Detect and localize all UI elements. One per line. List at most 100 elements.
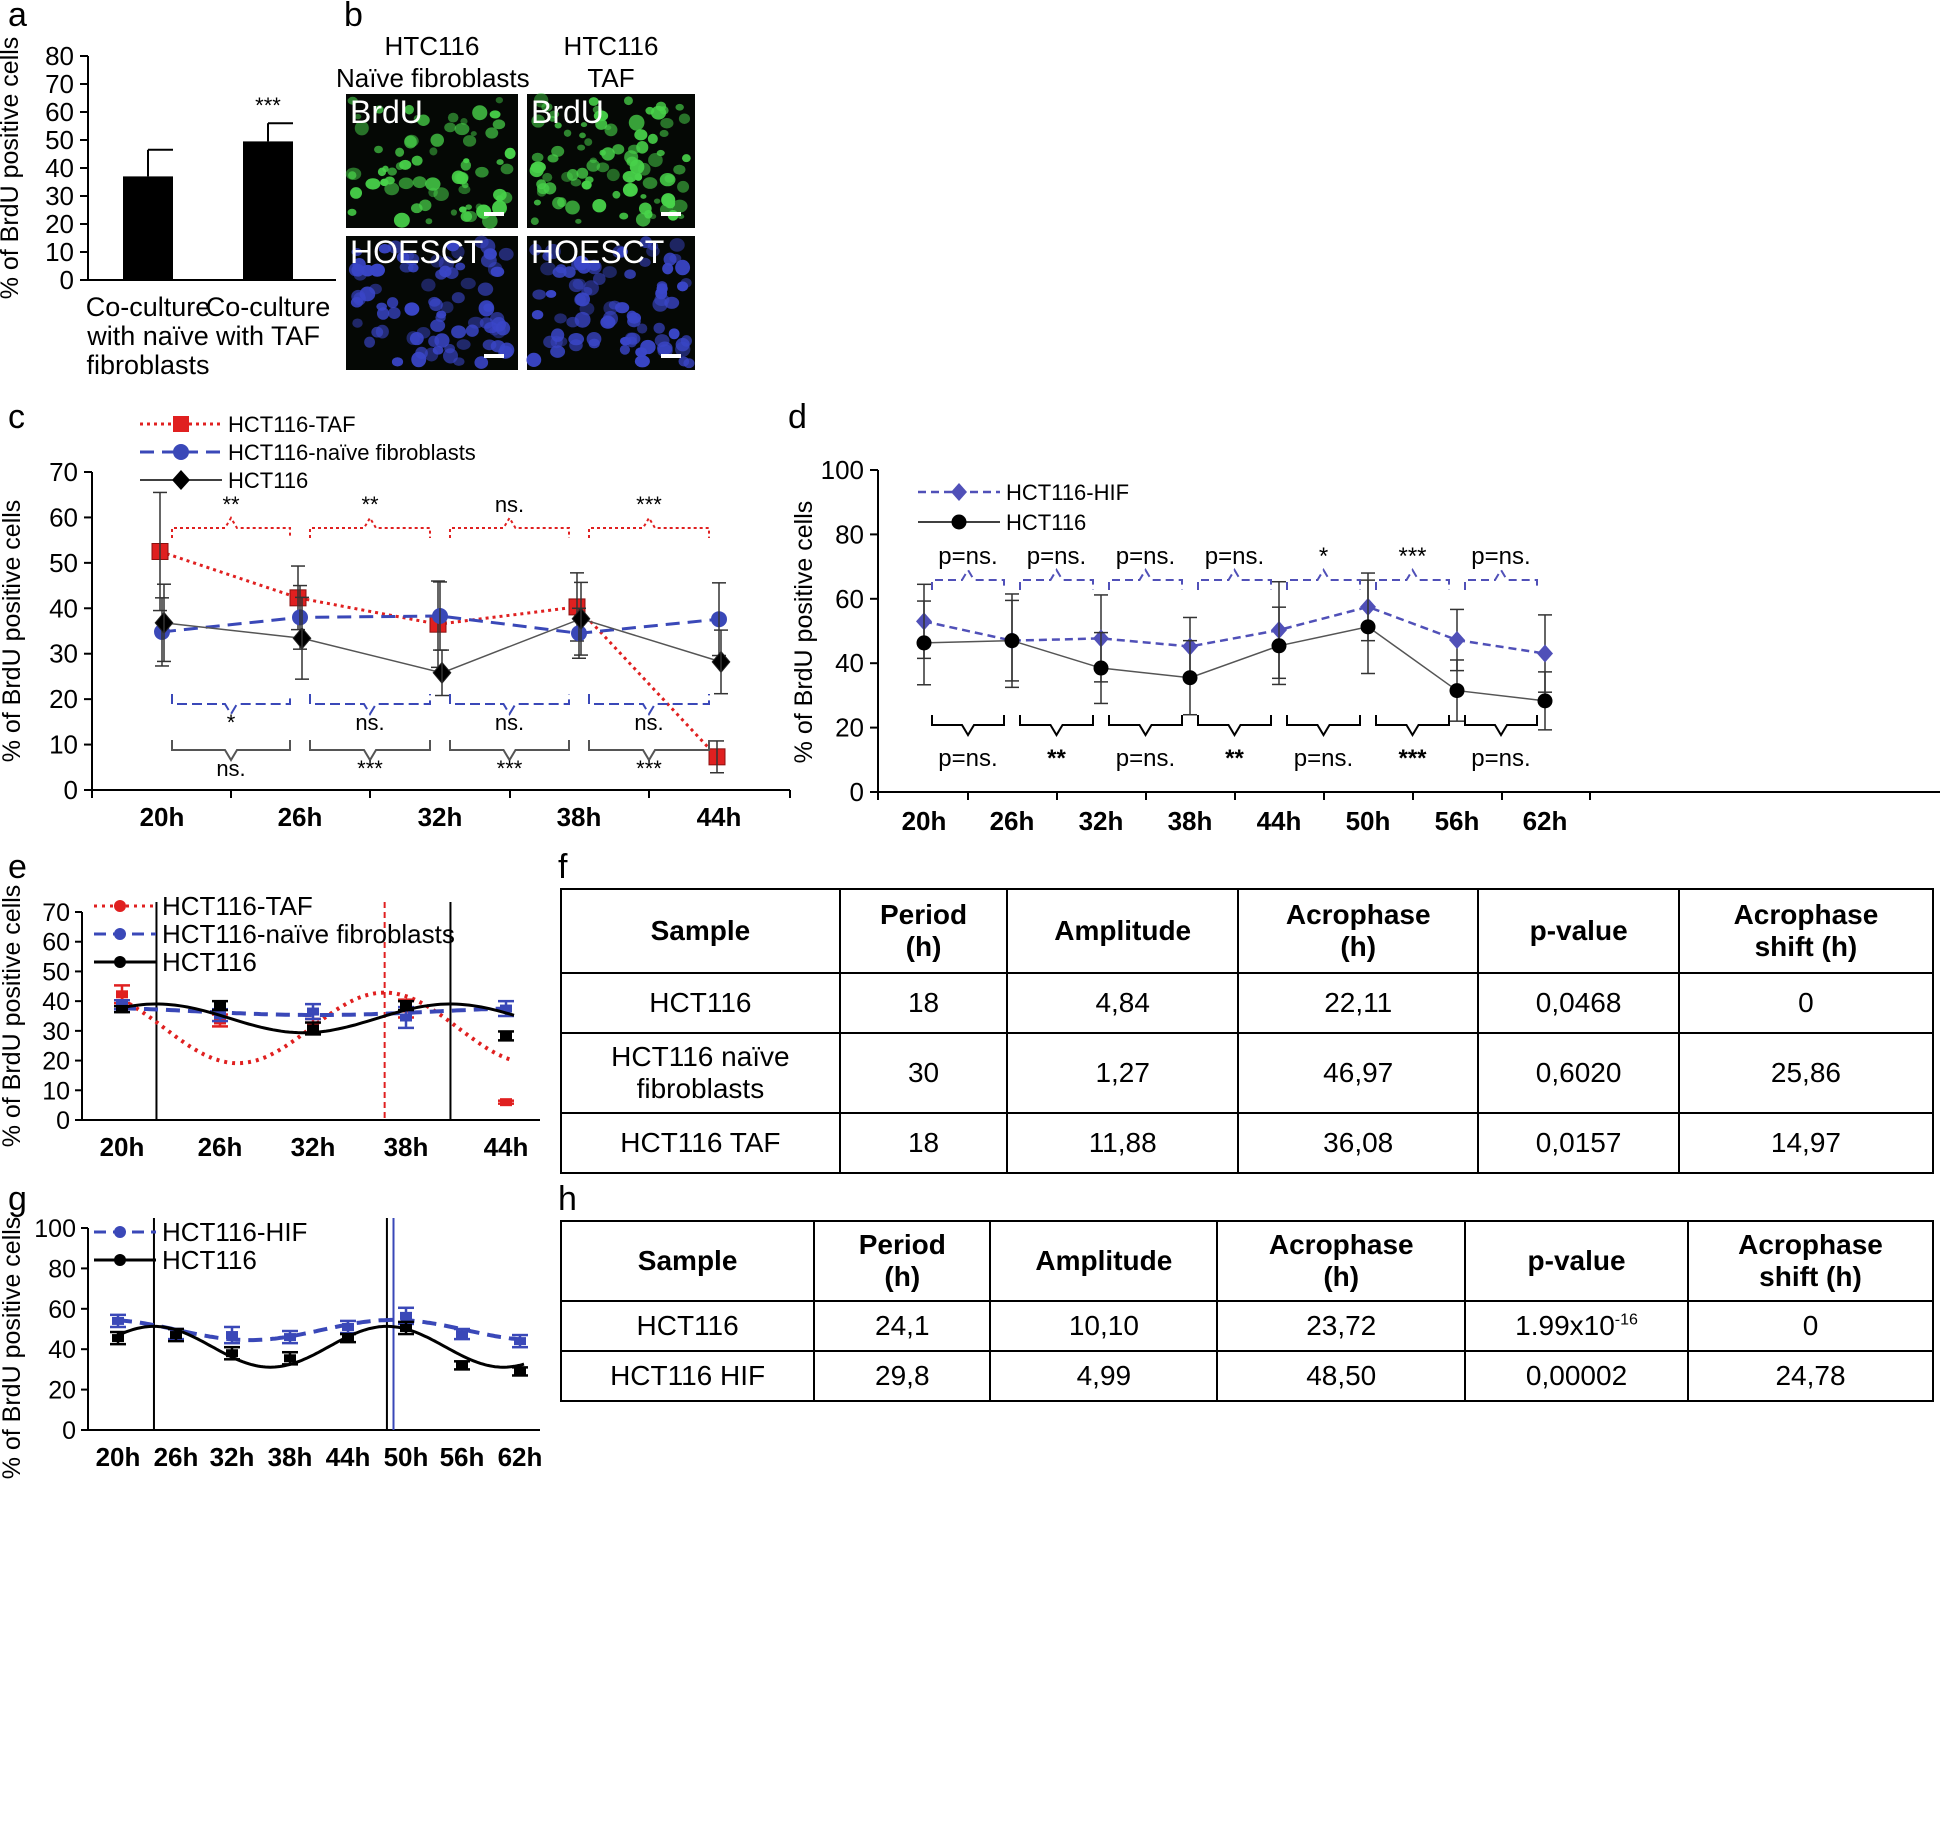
chart-g-y-tick-label: 40 [48, 1336, 76, 1364]
chart-a-y-tick-label: 50 [45, 125, 74, 155]
chart-d-bracket-top [1108, 568, 1183, 590]
chart-d-y-axis-label: % of BrdU positive cells [790, 501, 818, 764]
chart-g-x-tick-label: 44h [326, 1442, 371, 1472]
table-h-header-row: Sample Period (h) Amplitude Acrophase (h) p-va… [559, 1220, 1934, 1302]
chart-g-y-tick-label: 0 [62, 1417, 76, 1445]
table-h-header-1: Period (h) [813, 1220, 992, 1302]
chart-e-y-tick-label: 30 [42, 1018, 70, 1046]
chart-g-data-point [514, 1367, 526, 1376]
table-f-cell: 4,84 [1006, 972, 1240, 1034]
chart-c-y-tick-label: 60 [49, 502, 78, 532]
table-f-cell: 11,88 [1006, 1112, 1240, 1174]
table-f-cell: 30 [838, 1032, 1009, 1114]
chart-d-y-tick-label: 40 [835, 648, 864, 678]
table-f-cell: 22,11 [1237, 972, 1480, 1034]
chart-c-sig-bottom: *** [497, 756, 523, 781]
chart-c-y-tick-label: 70 [49, 457, 78, 487]
chart-d-bracket-bottom [1019, 715, 1094, 737]
chart-c-bracket-mid [309, 694, 431, 716]
chart-g-data-point [400, 1323, 412, 1332]
chart-e-y-tick-label: 40 [42, 988, 70, 1016]
chart-g-data-point [342, 1334, 354, 1343]
chart-a-bar [243, 141, 293, 280]
table-f-cell: 25,86 [1677, 1032, 1935, 1114]
chart-d-marker [1182, 670, 1198, 686]
chart-c-sig-bottom: ns. [216, 756, 245, 781]
chart-e-legend-marker [114, 928, 126, 940]
table-f-cell: 0,0468 [1477, 972, 1680, 1034]
chart-e-x-tick-label: 44h [484, 1132, 529, 1162]
chart-d-y-tick-label: 80 [835, 519, 864, 549]
chart-d-x-tick-label: 50h [1346, 806, 1391, 836]
chart-a-category-label: with naïve [86, 321, 209, 351]
chart-d-bracket-top [931, 568, 1005, 590]
chart-c-sig-top: ** [361, 492, 379, 517]
chart-c-sig-mid: * [227, 710, 236, 735]
chart-c-legend-label: HCT116-TAF [228, 412, 356, 437]
chart-d-bracket-top [1464, 568, 1538, 590]
chart-g-x-tick-label: 20h [96, 1442, 141, 1472]
panel-label-d: d [788, 398, 807, 436]
chart-c-y-axis-label: % of BrdU positive cells [0, 500, 26, 763]
table-f-header-row: Sample Period (h) Amplitude Acrophase (h) p-va… [560, 888, 1935, 974]
table-f-cell: 18 [838, 1112, 1009, 1174]
chart-c-legend-marker [172, 470, 190, 490]
chart-d-x-tick-label: 62h [1523, 806, 1568, 836]
micro-brdu-label-1: BrdU [350, 94, 423, 130]
chart-d-y-tick-label: 20 [835, 713, 864, 743]
chart-c-bracket-top [449, 516, 570, 538]
chart-c-sig-top: ** [222, 492, 240, 517]
chart-c-bracket-mid [449, 694, 570, 716]
chart-c-sig-mid: ns. [495, 710, 524, 735]
chart-d-y-tick-label: 0 [850, 777, 864, 807]
chart-c-bracket-bottom [171, 740, 291, 762]
chart-d-marker [916, 635, 932, 651]
chart-g-data-point [400, 1311, 412, 1320]
panel-label-f: f [558, 848, 568, 886]
table-f-cell: HCT116 [560, 972, 841, 1034]
chart-g-x-tick-label: 50h [384, 1442, 429, 1472]
table-f-header-3: Acrophase (h) [1237, 888, 1480, 974]
panel-label-c: c [8, 398, 25, 436]
chart-d-sig-bottom: p=ns. [1116, 745, 1175, 772]
chart-d-bracket-bottom [1197, 715, 1272, 737]
chart-e-legend-marker [114, 900, 126, 912]
table-h-cell: 0,00002 [1464, 1350, 1689, 1402]
chart-c-series-line [161, 614, 720, 635]
table-h-header-4: p-value [1464, 1220, 1689, 1302]
micro-hoesct-label-1: HOESCT [350, 234, 484, 270]
table-h-header-2: Amplitude [989, 1220, 1219, 1302]
chart-e-x-tick-label: 26h [198, 1132, 243, 1162]
chart-e-legend-label: HCT116 [162, 947, 257, 977]
chart-e-data-point [214, 1001, 226, 1010]
table-h-cell: 1.99x10-16 [1464, 1300, 1689, 1352]
chart-c-y-tick-label: 30 [49, 639, 78, 669]
chart-a-y-tick-label: 80 [45, 41, 74, 71]
chart-c-y-tick-label: 40 [49, 593, 78, 623]
table-f-header-2: Amplitude [1006, 888, 1240, 974]
table-h-cell: 10,10 [989, 1300, 1219, 1352]
chart-c-y-tick-label: 10 [49, 730, 78, 760]
chart-d-x-tick-label: 44h [1257, 806, 1302, 836]
chart-c-bracket-mid [171, 694, 291, 716]
chart-a-y-tick-label: 20 [45, 209, 74, 239]
chart-e-data-point [116, 1005, 128, 1014]
chart-a-y-tick-label: 10 [45, 237, 74, 267]
chart-g-data-point [284, 1333, 296, 1342]
chart-c-legend-marker [173, 444, 189, 460]
panel-label-a: a [8, 0, 27, 34]
table-f-cell: 46,97 [1237, 1032, 1480, 1114]
chart-g-y-axis-label: % of BrdU positive cells [0, 1217, 26, 1480]
table-f-header-1: Period (h) [838, 888, 1009, 974]
chart-c-sig-top: ns. [495, 492, 524, 517]
table-h-cell: 29,8 [813, 1350, 992, 1402]
table-f-row: HCT116 TAF 18 11,88 36,08 0,0157 14,97 [560, 1112, 1935, 1174]
chart-d-bracket-bottom [1108, 715, 1183, 737]
chart-g-x-tick-label: 26h [154, 1442, 199, 1472]
chart-d-sig-bottom: ** [1225, 745, 1244, 772]
chart-c-y-tick-label: 20 [49, 684, 78, 714]
chart-a-y-axis-label: % of BrdU positive cells [0, 37, 24, 300]
chart-d-x-tick-label: 32h [1079, 806, 1124, 836]
table-f-cell: 14,97 [1677, 1112, 1935, 1174]
chart-d-sig-top: p=ns. [938, 543, 997, 570]
